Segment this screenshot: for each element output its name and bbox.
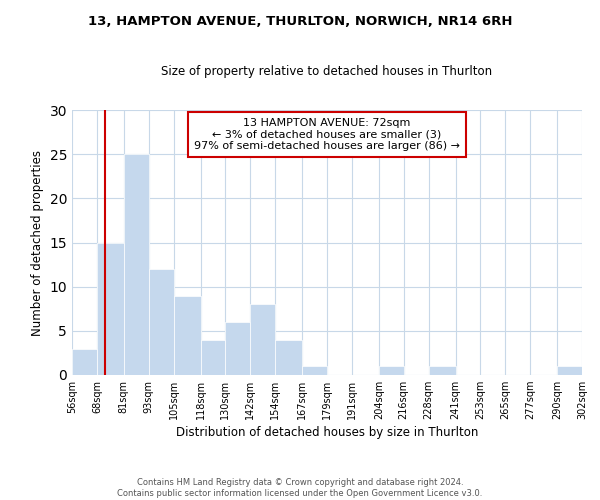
- Bar: [97, 242, 124, 375]
- Bar: [149, 269, 173, 375]
- Bar: [226, 322, 250, 375]
- Bar: [428, 366, 455, 375]
- Bar: [124, 154, 149, 375]
- Text: 13, HAMPTON AVENUE, THURLTON, NORWICH, NR14 6RH: 13, HAMPTON AVENUE, THURLTON, NORWICH, N…: [88, 15, 512, 28]
- Bar: [379, 366, 404, 375]
- Y-axis label: Number of detached properties: Number of detached properties: [31, 150, 44, 336]
- Bar: [173, 296, 200, 375]
- Bar: [250, 304, 275, 375]
- Bar: [275, 340, 302, 375]
- Title: Size of property relative to detached houses in Thurlton: Size of property relative to detached ho…: [161, 66, 493, 78]
- Text: Contains HM Land Registry data © Crown copyright and database right 2024.
Contai: Contains HM Land Registry data © Crown c…: [118, 478, 482, 498]
- Bar: [557, 366, 582, 375]
- Bar: [302, 366, 327, 375]
- Bar: [200, 340, 226, 375]
- Bar: [72, 348, 97, 375]
- Text: 13 HAMPTON AVENUE: 72sqm
← 3% of detached houses are smaller (3)
97% of semi-det: 13 HAMPTON AVENUE: 72sqm ← 3% of detache…: [194, 118, 460, 151]
- X-axis label: Distribution of detached houses by size in Thurlton: Distribution of detached houses by size …: [176, 426, 478, 440]
